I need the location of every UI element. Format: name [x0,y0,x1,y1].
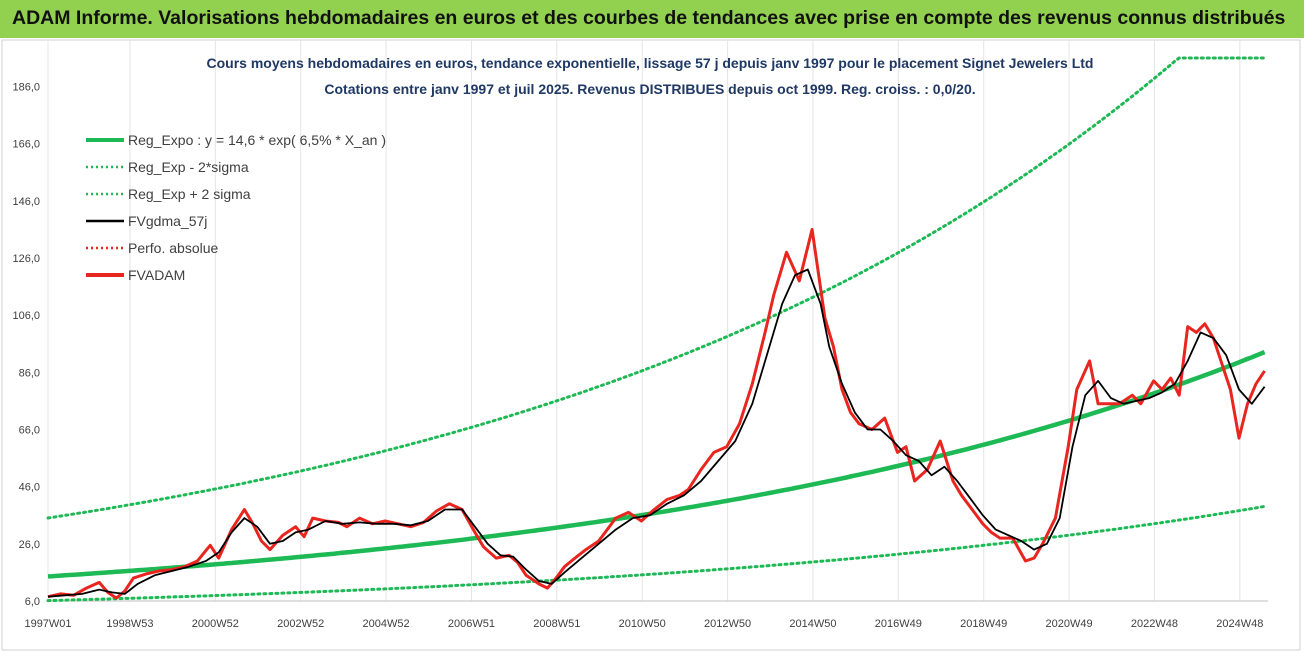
legend-item: Reg_Expo : y = 14,6 * exp( 6,5% * X_an ) [86,132,386,148]
y-tick-label: 66,0 [19,425,40,437]
series-fvadam [47,228,1266,600]
legend-item: FVADAM [86,267,185,283]
chart-frame [1,39,1301,651]
y-tick-label: 86,0 [19,367,40,379]
report-header: ADAM Informe. Valorisations hebdomadaire… [0,0,1304,38]
x-tick-label: 2016W49 [875,618,922,630]
legend-label: Reg_Exp - 2*sigma [128,159,249,175]
x-tick-label: 2002W52 [277,618,324,630]
x-tick-label: 2020W49 [1046,618,1093,630]
y-tick-label: 46,0 [19,482,40,494]
chart-subtitle: Cotations entre janv 1997 et juil 2025. … [324,81,975,97]
x-tick-label: 2022W48 [1131,618,1178,630]
legend-item: Reg_Exp - 2*sigma [86,159,249,175]
legend-item: Reg_Exp + 2 sigma [86,186,251,202]
y-tick-label: 6,0 [25,596,40,608]
x-tick-label: 2004W52 [363,618,410,630]
legend-label: Reg_Expo : y = 14,6 * exp( 6,5% * X_an ) [128,132,386,148]
x-tick-label: 2024W48 [1216,618,1263,630]
x-tick-label: 1997W01 [24,618,71,630]
legend-item: FVgdma_57j [86,213,207,229]
chart: 6,0 26,0 46,0 66,0 86,0 106,0 126,0 146,0 166,0 1… [1,39,1301,651]
y-tick-label: 106,0 [12,310,40,322]
legend-label: Reg_Exp + 2 sigma [128,186,251,202]
x-tick-label: 1998W53 [106,618,153,630]
y-tick-label: 126,0 [12,253,40,265]
x-tick-label: 2018W49 [960,618,1007,630]
x-tick-label: 2010W50 [619,618,666,630]
y-tick-label: 186,0 [12,82,40,94]
series-reg-expo [47,350,1266,579]
x-tick-label: 2006W51 [448,618,495,630]
y-tick-label: 26,0 [19,539,40,551]
y-tick-label: 146,0 [12,196,40,208]
legend-label: Perfo. absolue [128,240,218,256]
series-reg-exp-minus-2-sigma [46,504,1267,603]
series-fvgdma-57j [47,268,1266,598]
series-layer [46,56,1267,603]
grid [47,40,1241,601]
legend-label: FVgdma_57j [128,213,207,229]
x-tick-label: 2014W50 [789,618,836,630]
legend-item: Perfo. absolue [86,240,218,256]
y-axis: 6,0 26,0 46,0 66,0 86,0 106,0 126,0 146,0 166,0 1… [12,82,40,608]
x-tick-label: 2000W52 [192,618,239,630]
y-tick-label: 166,0 [12,139,40,151]
legend: Reg_Expo : y = 14,6 * exp( 6,5% * X_an )… [86,132,386,283]
chart-title: Cours moyens hebdomadaires en euros, ten… [207,55,1094,71]
x-tick-label: 2008W51 [533,618,580,630]
legend-label: FVADAM [128,267,185,283]
series-reg-exp-plus-2-sigma [46,56,1267,520]
x-axis: 1997W01 1998W53 2000W52 2002W52 2004W52 2006W… [24,600,1268,630]
x-tick-label: 2012W50 [704,618,751,630]
